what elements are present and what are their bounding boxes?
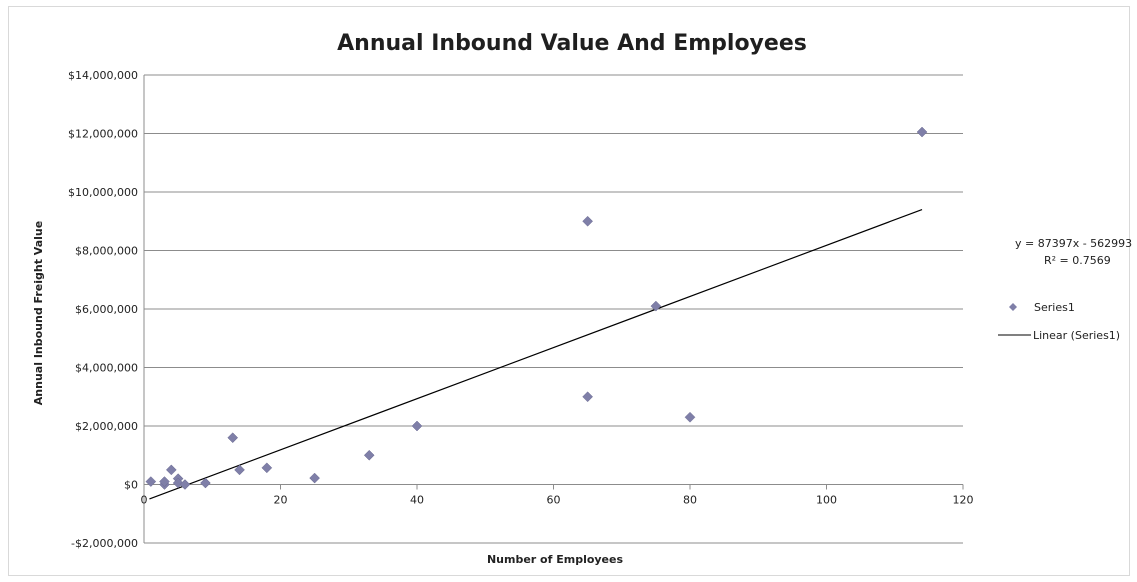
y-tick-label: -$2,000,000 (71, 537, 138, 550)
y-axis-label: Annual Inbound Freight Value (32, 221, 45, 405)
x-tick-label: 40 (410, 494, 424, 507)
data-point (172, 477, 184, 489)
data-points (145, 126, 928, 490)
x-tick-label: 0 (141, 494, 148, 507)
data-point (145, 476, 157, 487)
chart-frame (8, 6, 1130, 576)
data-point (411, 420, 423, 432)
legend: Series1 Linear (Series1) (998, 301, 1120, 342)
trendline-equation: y = 87397x - 562993 (1015, 237, 1132, 250)
legend-marker-series1 (1009, 303, 1017, 311)
y-tick-label: $12,000,000 (68, 128, 138, 141)
data-point (165, 464, 177, 476)
trendline-r-squared: R² = 0.7569 (1044, 254, 1111, 267)
y-axis-ticks: -$2,000,000 $0 $2,000,000 $4,000,000 $6,000,… (68, 69, 138, 550)
data-point (159, 476, 170, 487)
data-point (200, 477, 211, 489)
chart-title: Annual Inbound Value And Employees (337, 31, 807, 56)
x-tick-label: 80 (683, 494, 697, 507)
data-point (261, 462, 273, 474)
trendline-layer (149, 208, 923, 500)
x-axis-ticks: 0 20 40 60 80 100 120 (141, 484, 974, 507)
y-tick-label: $8,000,000 (75, 245, 138, 258)
data-point (234, 464, 245, 476)
data-point (650, 300, 662, 312)
trendline (149, 208, 923, 500)
data-point (309, 472, 320, 484)
y-tick-label: $6,000,000 (75, 303, 138, 316)
data-point (582, 215, 593, 227)
data-point (179, 479, 191, 490)
y-tick-label: $4,000,000 (75, 362, 138, 375)
legend-label-trendline: Linear (Series1) (1033, 329, 1120, 342)
x-tick-label: 100 (816, 494, 837, 507)
y-tick-label: $0 (124, 479, 138, 492)
data-point (363, 449, 375, 461)
legend-label-series1: Series1 (1034, 301, 1075, 314)
x-tick-label: 120 (953, 494, 974, 507)
x-tick-label: 60 (547, 494, 561, 507)
x-tick-label: 20 (274, 494, 288, 507)
y-tick-label: $2,000,000 (75, 420, 138, 433)
x-axis-label: Number of Employees (487, 553, 624, 566)
data-point (684, 411, 696, 423)
data-point (227, 432, 239, 444)
y-tick-label: $10,000,000 (68, 186, 138, 199)
y-tick-label: $14,000,000 (68, 69, 138, 82)
data-point (582, 391, 593, 403)
data-point (916, 126, 928, 138)
